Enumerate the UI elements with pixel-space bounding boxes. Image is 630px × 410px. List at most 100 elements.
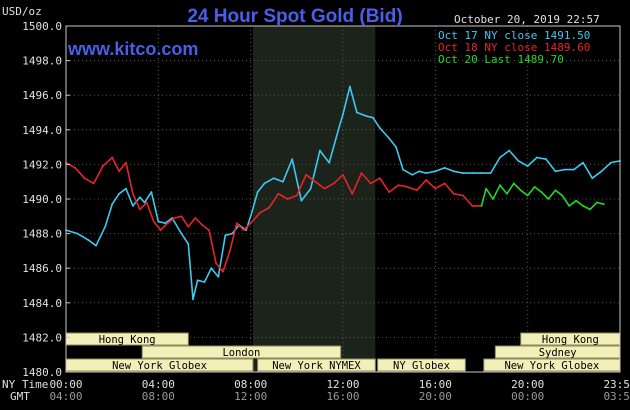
data-point bbox=[499, 184, 501, 187]
x-tick-label-ny: 16:00 bbox=[419, 378, 452, 391]
data-point bbox=[372, 116, 374, 119]
data-point bbox=[388, 137, 391, 140]
x-tick-label-ny: 12:00 bbox=[326, 378, 359, 391]
data-point bbox=[180, 232, 183, 235]
data-point bbox=[208, 229, 211, 232]
data-point bbox=[295, 194, 298, 197]
session-label: Hong Kong bbox=[542, 334, 599, 346]
data-point bbox=[540, 191, 543, 193]
x-tick-label-gmt: 04:00 bbox=[49, 390, 82, 403]
chart-title: 24 Hour Spot Gold (Bid) bbox=[187, 6, 402, 27]
y-tick-label: 1486.0 bbox=[22, 262, 62, 275]
data-point bbox=[351, 192, 354, 195]
data-point bbox=[602, 203, 605, 206]
data-point bbox=[600, 170, 603, 173]
data-point bbox=[596, 201, 598, 204]
data-point bbox=[512, 182, 515, 185]
site-watermark: www.kitco.com bbox=[67, 39, 198, 59]
data-point bbox=[286, 198, 289, 200]
data-point bbox=[256, 191, 259, 193]
data-point bbox=[547, 198, 550, 200]
data-point bbox=[173, 217, 176, 219]
data-point bbox=[132, 205, 134, 207]
data-point bbox=[508, 149, 511, 152]
data-point bbox=[210, 267, 213, 270]
data-point bbox=[111, 156, 114, 159]
data-point bbox=[480, 205, 483, 207]
data-point bbox=[125, 161, 127, 164]
data-point bbox=[402, 168, 404, 171]
x-tick-label-gmt: 12:00 bbox=[234, 390, 267, 403]
data-point bbox=[215, 262, 217, 264]
data-point bbox=[143, 201, 146, 204]
data-point bbox=[332, 182, 335, 185]
x-tick-label-ny: 20:00 bbox=[511, 378, 544, 391]
data-point bbox=[519, 189, 522, 192]
data-point bbox=[462, 172, 464, 174]
data-point bbox=[397, 184, 400, 187]
x-tick-label-ny: 04:00 bbox=[142, 378, 175, 391]
data-point bbox=[150, 191, 153, 193]
y-tick-label: 1492.0 bbox=[22, 158, 62, 171]
data-point bbox=[268, 206, 271, 209]
gmt-label: GMT bbox=[10, 390, 30, 403]
session-bar bbox=[377, 358, 466, 372]
data-point bbox=[88, 239, 90, 242]
data-point bbox=[337, 128, 340, 131]
session-bar bbox=[257, 358, 376, 372]
x-tick-label-gmt: 16:00 bbox=[326, 390, 359, 403]
data-point bbox=[561, 194, 564, 197]
data-point bbox=[263, 182, 266, 185]
data-point bbox=[434, 170, 437, 173]
data-point bbox=[395, 146, 397, 149]
data-point bbox=[249, 222, 252, 225]
x-axis-ticks: 00:0004:0004:0008:0008:0012:0012:0016:00… bbox=[49, 378, 630, 403]
y-axis-ticks: 1480.0 1482.0 1484.0 1486.0 1488.0 1490.0 1492… bbox=[22, 20, 70, 379]
y-tick-label: 1496.0 bbox=[22, 89, 62, 102]
data-point bbox=[452, 192, 455, 195]
data-point bbox=[415, 189, 418, 192]
session-label: New York Globex bbox=[112, 360, 207, 372]
x-tick-label-gmt: 00:00 bbox=[511, 390, 544, 403]
data-point bbox=[489, 172, 492, 174]
ny-time-label: NY Time bbox=[2, 378, 48, 391]
data-point bbox=[485, 187, 488, 190]
data-point bbox=[138, 208, 141, 211]
data-point bbox=[589, 208, 591, 211]
data-point bbox=[355, 111, 358, 114]
data-point bbox=[111, 203, 114, 206]
data-point bbox=[291, 158, 294, 161]
legend-entry-oct18: Oct 18 NY close 1489.60 bbox=[438, 41, 590, 54]
data-point bbox=[328, 161, 331, 164]
data-point bbox=[609, 161, 612, 164]
session-label: Hong Kong bbox=[99, 334, 156, 346]
data-point bbox=[572, 168, 575, 171]
data-point bbox=[157, 220, 160, 223]
data-point bbox=[505, 192, 508, 195]
x-tick-label-gmt: 08:00 bbox=[142, 390, 175, 403]
data-point bbox=[526, 165, 529, 168]
data-point bbox=[138, 196, 141, 199]
data-point bbox=[582, 161, 584, 164]
data-point bbox=[425, 172, 427, 174]
data-point bbox=[411, 173, 414, 176]
data-point bbox=[104, 225, 107, 228]
data-point bbox=[235, 222, 238, 225]
data-point bbox=[74, 166, 77, 169]
data-point bbox=[95, 244, 97, 247]
data-point bbox=[277, 192, 280, 195]
data-point bbox=[102, 165, 104, 168]
data-point bbox=[443, 166, 446, 169]
y-tick-label: 1494.0 bbox=[22, 124, 62, 137]
data-point bbox=[272, 177, 275, 180]
data-point bbox=[187, 225, 190, 228]
data-point bbox=[164, 222, 167, 225]
data-point bbox=[159, 229, 162, 232]
data-point bbox=[192, 298, 194, 301]
data-point bbox=[76, 232, 79, 235]
data-point bbox=[249, 215, 252, 218]
data-point bbox=[342, 113, 344, 116]
data-point bbox=[152, 220, 155, 223]
